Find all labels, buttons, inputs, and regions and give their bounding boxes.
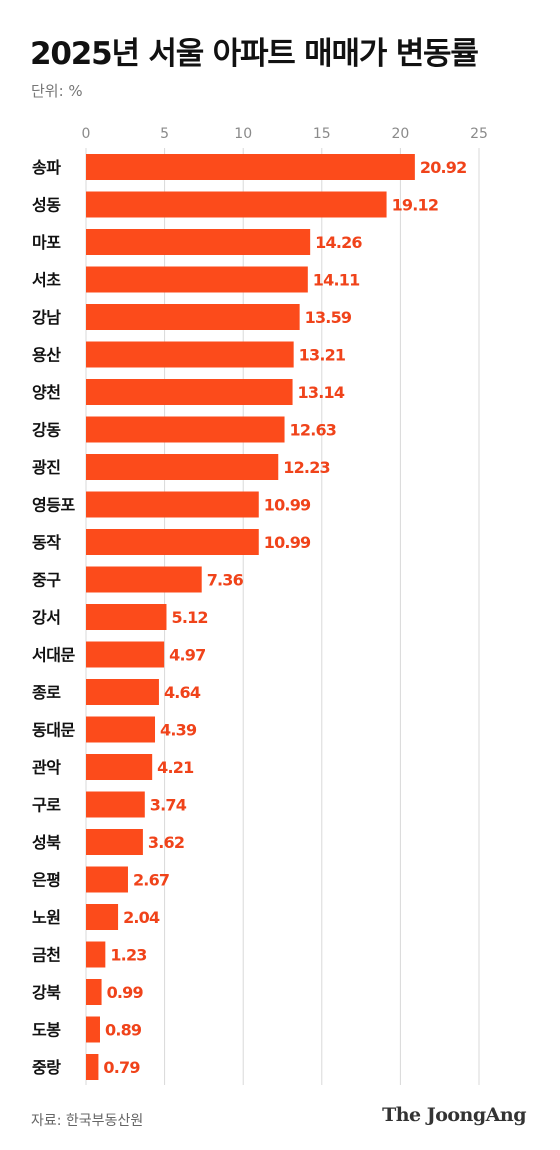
category-label: 강서 — [32, 608, 60, 627]
bar — [86, 679, 159, 705]
category-label: 노원 — [32, 908, 60, 927]
x-tick-label: 25 — [470, 126, 488, 142]
x-tick-label: 0 — [82, 126, 91, 142]
value-label: 14.11 — [313, 271, 360, 290]
bar — [86, 904, 119, 930]
bar — [86, 1016, 100, 1043]
bar — [86, 979, 102, 1005]
category-label: 동대문 — [32, 721, 75, 740]
value-label: 0.79 — [103, 1058, 140, 1077]
value-label: 13.14 — [298, 383, 345, 402]
value-label: 13.59 — [305, 308, 352, 327]
x-tick-label: 5 — [160, 126, 169, 142]
value-label: 7.36 — [207, 571, 244, 590]
bar — [86, 529, 259, 555]
value-label: 1.23 — [110, 946, 146, 965]
bar — [86, 379, 293, 405]
category-label: 성동 — [32, 196, 61, 215]
value-label: 0.99 — [107, 983, 144, 1002]
bar — [86, 191, 387, 218]
bar — [86, 941, 106, 968]
category-label: 광진 — [32, 458, 60, 477]
chart-title: 2025년 서울 아파트 매매가 변동률 — [30, 36, 479, 72]
value-label: 4.97 — [169, 646, 205, 665]
value-label: 12.63 — [290, 421, 337, 440]
bar — [86, 266, 308, 293]
bar — [86, 154, 415, 180]
value-label: 10.99 — [264, 533, 311, 552]
value-label: 5.12 — [171, 608, 207, 627]
value-label: 2.04 — [123, 908, 160, 927]
value-label: 19.12 — [392, 196, 439, 215]
brand-logo: The JoongAng — [382, 1104, 526, 1126]
x-tick-label: 10 — [234, 126, 252, 142]
unit-label: 단위: % — [31, 82, 83, 100]
category-label: 서초 — [32, 271, 61, 290]
category-label: 구로 — [32, 796, 61, 815]
category-label: 성북 — [32, 833, 61, 852]
value-label: 0.89 — [105, 1021, 142, 1040]
category-label: 송파 — [32, 158, 61, 177]
bar — [86, 641, 165, 668]
bar — [86, 491, 259, 518]
bar — [86, 866, 128, 893]
value-label: 3.74 — [150, 796, 187, 815]
category-label: 도봉 — [32, 1021, 61, 1040]
value-label: 12.23 — [283, 458, 330, 477]
category-label: 강북 — [32, 983, 61, 1002]
bar — [86, 604, 167, 630]
value-label: 4.39 — [160, 721, 197, 740]
source-note: 자료: 한국부동산원 — [31, 1113, 144, 1129]
category-label: 중랑 — [32, 1058, 61, 1077]
bar — [86, 566, 202, 593]
x-tick-label: 20 — [391, 126, 409, 142]
category-label: 영등포 — [32, 496, 75, 515]
bar — [86, 304, 300, 330]
bar — [86, 454, 279, 480]
category-label: 양천 — [32, 383, 60, 402]
value-label: 20.92 — [420, 158, 467, 177]
category-label: 마포 — [32, 233, 61, 252]
category-label: 강남 — [32, 308, 61, 327]
value-label: 10.99 — [264, 496, 311, 515]
category-label: 금천 — [32, 946, 60, 965]
bar — [86, 1054, 99, 1080]
value-label: 14.26 — [315, 233, 362, 252]
category-label: 동작 — [32, 533, 61, 552]
bar — [86, 341, 294, 368]
bar — [86, 416, 285, 443]
bar — [86, 791, 145, 818]
category-label: 중구 — [32, 571, 61, 590]
value-label: 4.21 — [157, 758, 194, 777]
bar — [86, 754, 153, 780]
value-label: 3.62 — [148, 833, 184, 852]
category-label: 서대문 — [32, 646, 75, 665]
bar — [86, 229, 311, 255]
bar — [86, 716, 156, 743]
value-label: 2.67 — [133, 871, 169, 890]
value-label: 13.21 — [299, 346, 346, 365]
category-label: 용산 — [32, 346, 61, 365]
category-label: 강동 — [32, 421, 61, 440]
bar — [86, 829, 143, 855]
category-label: 종로 — [32, 683, 61, 702]
x-tick-label: 15 — [313, 126, 331, 142]
category-label: 관악 — [32, 758, 61, 777]
category-label: 은평 — [32, 871, 60, 890]
value-label: 4.64 — [164, 683, 201, 702]
